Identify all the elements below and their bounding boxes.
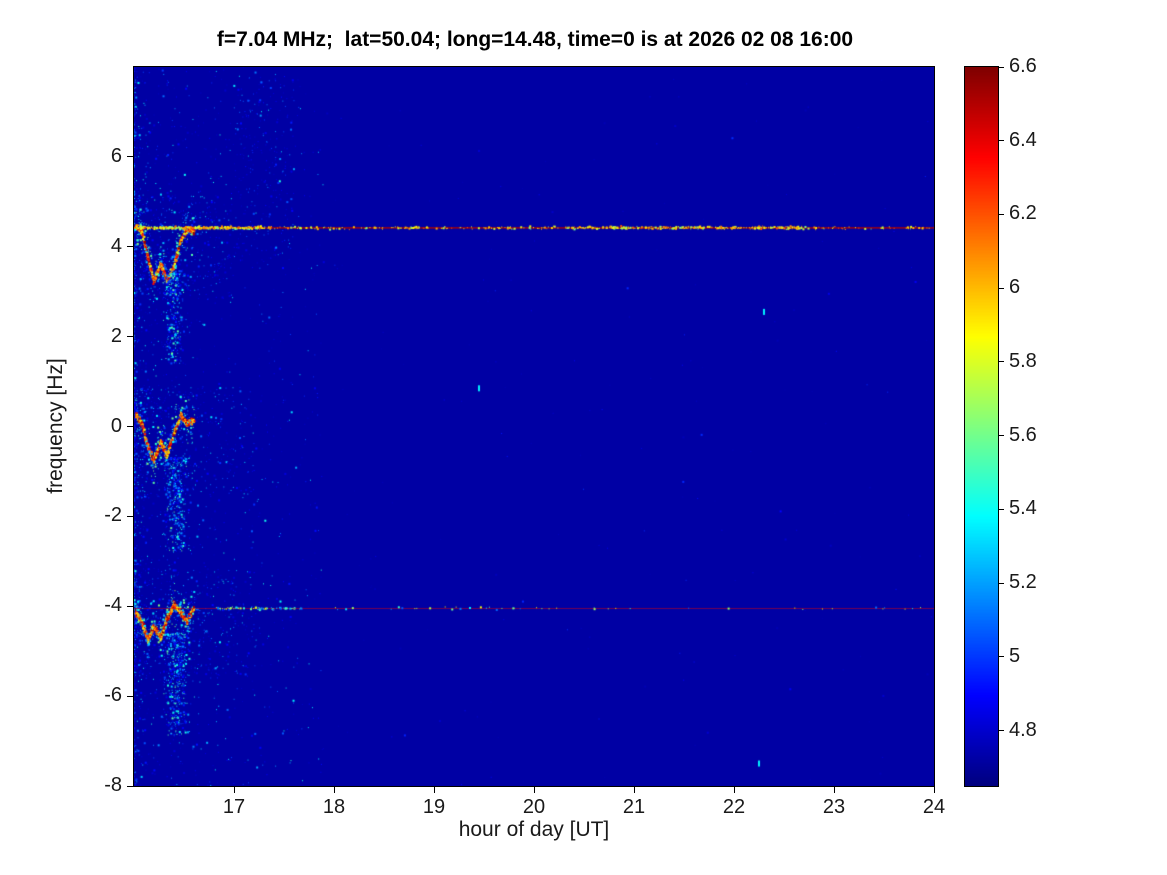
colorbar-canvas — [965, 67, 998, 786]
colorbar-tick-label: 4.8 — [1009, 718, 1037, 741]
y-tick-mark — [127, 156, 133, 158]
x-tick-mark — [433, 787, 435, 793]
y-tick-label: 0 — [110, 414, 122, 437]
x-axis-label: hour of day [UT] — [458, 818, 610, 841]
x-tick-label: 17 — [222, 796, 246, 818]
x-tick-mark — [733, 787, 735, 793]
x-tick-mark — [633, 787, 635, 793]
x-tick-label: 24 — [922, 796, 946, 818]
y-tick-label: 6 — [110, 144, 122, 167]
colorbar-tick-label: 6.6 — [1009, 55, 1037, 77]
colorbar — [964, 66, 999, 787]
colorbar-tick-label: 5.6 — [1009, 423, 1037, 446]
colorbar-tick-mark — [999, 140, 1004, 142]
colorbar-tick-label: 5.8 — [1009, 349, 1037, 372]
colorbar-tick-mark — [999, 508, 1004, 510]
y-tick-label: -2 — [104, 504, 122, 527]
y-tick-mark — [127, 515, 133, 517]
y-tick-label: 4 — [110, 234, 122, 257]
x-tick-mark — [333, 787, 335, 793]
colorbar-tick-label: 5.4 — [1009, 497, 1037, 520]
colorbar-tick-mark — [999, 582, 1004, 584]
y-tick-mark — [127, 246, 133, 248]
colorbar-tick-label: 6.2 — [1009, 202, 1037, 225]
colorbar-tick-label: 5.2 — [1009, 571, 1037, 594]
x-tick-mark — [533, 787, 535, 793]
y-tick-label: -8 — [104, 774, 122, 796]
colorbar-tick-label: 6.4 — [1009, 128, 1037, 151]
y-tick-label: 2 — [110, 324, 122, 347]
x-tick-mark — [233, 787, 235, 793]
x-tick-mark — [933, 787, 935, 793]
colorbar-tick-mark — [999, 66, 1004, 68]
colorbar-tick-mark — [999, 213, 1004, 215]
x-tick-label: 21 — [622, 796, 646, 818]
y-tick-mark — [127, 605, 133, 607]
x-tick-label: 19 — [422, 796, 446, 818]
y-tick-mark — [127, 695, 133, 697]
x-tick-label: 23 — [822, 796, 846, 818]
colorbar-tick-label: 6 — [1009, 276, 1021, 299]
colorbar-tick-mark — [999, 361, 1004, 363]
y-tick-label: -6 — [104, 684, 122, 707]
x-tick-label: 20 — [522, 796, 546, 818]
colorbar-tick-mark — [999, 730, 1004, 732]
y-tick-mark — [127, 426, 133, 427]
colorbar-tick-label: 5 — [1009, 644, 1021, 667]
colorbar-tick-mark — [999, 435, 1004, 437]
colorbar-tick-mark — [999, 287, 1004, 289]
chart-title: f=7.04 MHz; lat=50.04; long=14.48, time=… — [216, 28, 854, 51]
x-tick-label: 18 — [322, 796, 346, 818]
colorbar-tick-mark — [999, 656, 1004, 658]
y-tick-mark — [127, 785, 133, 787]
plot-area — [133, 66, 935, 787]
x-tick-label: 22 — [722, 796, 746, 818]
x-tick-mark — [833, 787, 835, 793]
y-tick-mark — [127, 336, 133, 338]
spectrogram-canvas — [134, 67, 934, 786]
y-tick-label: -4 — [104, 594, 122, 617]
